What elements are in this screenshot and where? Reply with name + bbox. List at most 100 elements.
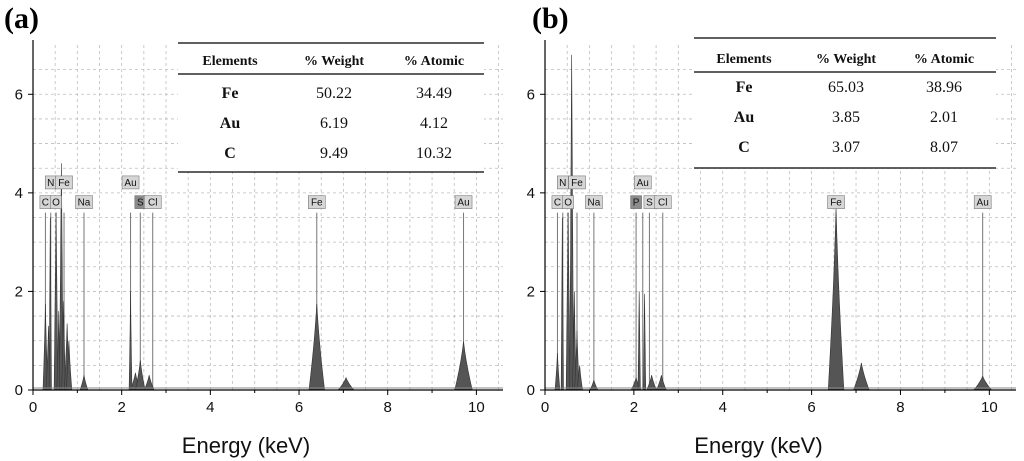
element-marker-label: Au bbox=[977, 198, 989, 209]
element-marker-label: Au bbox=[124, 178, 136, 189]
x-axis-label: Energy (keV) bbox=[694, 433, 822, 458]
element-marker-label: Au bbox=[457, 198, 469, 209]
element-marker-label: Na bbox=[78, 198, 91, 209]
x-tick-label: 6 bbox=[807, 399, 815, 416]
element-marker-label: Fe bbox=[830, 198, 842, 209]
x-tick-label: 8 bbox=[384, 399, 392, 416]
spectrum-peak bbox=[128, 291, 133, 391]
x-tick-label: 0 bbox=[541, 399, 549, 416]
spectrum-peak bbox=[53, 212, 59, 391]
table-header-cell: % Weight bbox=[304, 54, 364, 69]
table-element-cell: C bbox=[738, 139, 750, 156]
element-marker-label: Cl bbox=[148, 198, 157, 209]
table-weight-cell: 3.07 bbox=[832, 139, 860, 156]
element-marker-label: C bbox=[554, 198, 561, 209]
element-marker-label: O bbox=[52, 198, 60, 209]
x-tick-label: 4 bbox=[206, 399, 214, 416]
y-tick-label: 6 bbox=[15, 86, 23, 103]
element-marker-label: Fe bbox=[311, 198, 323, 209]
element-marker-label: Na bbox=[587, 198, 600, 209]
element-marker-box bbox=[634, 175, 652, 190]
element-marker-label: Au bbox=[637, 178, 649, 189]
table-header-cell: Elements bbox=[716, 52, 772, 67]
element-marker-label: Fe bbox=[571, 178, 583, 189]
spectrum-peak bbox=[576, 365, 583, 391]
element-marker-box bbox=[827, 195, 845, 209]
x-tick-label: 6 bbox=[295, 399, 303, 416]
y-tick-label: 0 bbox=[15, 382, 23, 399]
element-marker-box bbox=[75, 195, 93, 209]
table-header-cell: % Weight bbox=[816, 52, 876, 67]
table-weight-cell: 9.49 bbox=[320, 145, 348, 162]
element-marker-box bbox=[654, 195, 672, 209]
x-tick-label: 2 bbox=[630, 399, 638, 416]
table-atomic-cell: 34.49 bbox=[416, 85, 452, 102]
table-atomic-cell: 38.96 bbox=[926, 79, 962, 96]
table-atomic-cell: 4.12 bbox=[420, 115, 448, 132]
table-header-cell: % Atomic bbox=[914, 52, 974, 67]
x-tick-label: 0 bbox=[29, 399, 37, 416]
element-marker-label: S bbox=[137, 198, 144, 209]
element-marker-label: N bbox=[47, 178, 54, 189]
x-tick-label: 10 bbox=[981, 399, 998, 416]
spectrum-peak bbox=[308, 303, 325, 391]
element-marker-box bbox=[562, 195, 574, 209]
spectrum-peak bbox=[143, 375, 155, 391]
y-tick-label: 2 bbox=[527, 283, 535, 300]
panel-label: (a) bbox=[4, 2, 39, 35]
table-header-cell: % Atomic bbox=[404, 54, 464, 69]
x-tick-label: 2 bbox=[118, 399, 126, 416]
spectrum-peak bbox=[569, 54, 574, 391]
element-marker-box bbox=[973, 195, 992, 209]
spectrum-peak bbox=[853, 362, 870, 391]
spectrum-peak bbox=[646, 375, 657, 391]
spectrum-peak bbox=[59, 163, 64, 391]
table-element-cell: Au bbox=[734, 109, 755, 126]
x-tick-label: 4 bbox=[719, 399, 727, 416]
element-marker-label: P bbox=[633, 198, 640, 209]
table-weight-cell: 65.03 bbox=[828, 79, 864, 96]
element-marker-label: Cl bbox=[658, 198, 667, 209]
spectrum-peak bbox=[65, 340, 73, 391]
y-tick-label: 2 bbox=[15, 283, 23, 300]
spectrum-peak bbox=[61, 301, 66, 391]
spectrum-peak bbox=[560, 217, 564, 391]
element-marker-box bbox=[585, 195, 603, 209]
table-weight-cell: 3.85 bbox=[832, 109, 860, 126]
spectrum-peak bbox=[637, 291, 641, 391]
element-marker-label: C bbox=[42, 198, 49, 209]
table-atomic-cell: 2.01 bbox=[930, 109, 958, 126]
x-tick-label: 8 bbox=[896, 399, 904, 416]
spectrum-peak bbox=[337, 376, 355, 391]
spectrum-peak bbox=[554, 353, 561, 391]
table-background bbox=[178, 43, 484, 172]
spectrum-peak bbox=[643, 293, 647, 391]
element-marker-label: S bbox=[646, 198, 653, 209]
element-marker-label: Fe bbox=[58, 178, 70, 189]
table-element-cell: Fe bbox=[222, 85, 239, 102]
y-tick-label: 4 bbox=[527, 185, 535, 202]
element-marker-box bbox=[308, 195, 326, 209]
x-axis-label: Energy (keV) bbox=[182, 433, 310, 458]
spectrum-peak bbox=[656, 375, 667, 391]
table-weight-cell: 6.19 bbox=[320, 115, 348, 132]
y-tick-label: 4 bbox=[15, 185, 23, 202]
y-tick-label: 0 bbox=[527, 382, 535, 399]
spectrum-peak bbox=[827, 207, 845, 391]
element-marker-box bbox=[568, 175, 586, 190]
x-tick-label: 10 bbox=[468, 399, 485, 416]
spectrum-peak bbox=[565, 212, 571, 391]
element-marker-box bbox=[121, 175, 140, 190]
spectrum-peak bbox=[48, 217, 52, 391]
panel-label: (b) bbox=[532, 2, 569, 35]
table-atomic-cell: 8.07 bbox=[930, 139, 958, 156]
table-element-cell: Au bbox=[220, 115, 241, 132]
table-element-cell: C bbox=[224, 145, 236, 162]
y-tick-label: 6 bbox=[527, 86, 535, 103]
element-marker-box bbox=[50, 195, 62, 209]
spectrum-peak bbox=[79, 375, 89, 391]
spectrum-peak bbox=[973, 375, 993, 391]
element-marker-label: O bbox=[564, 198, 572, 209]
